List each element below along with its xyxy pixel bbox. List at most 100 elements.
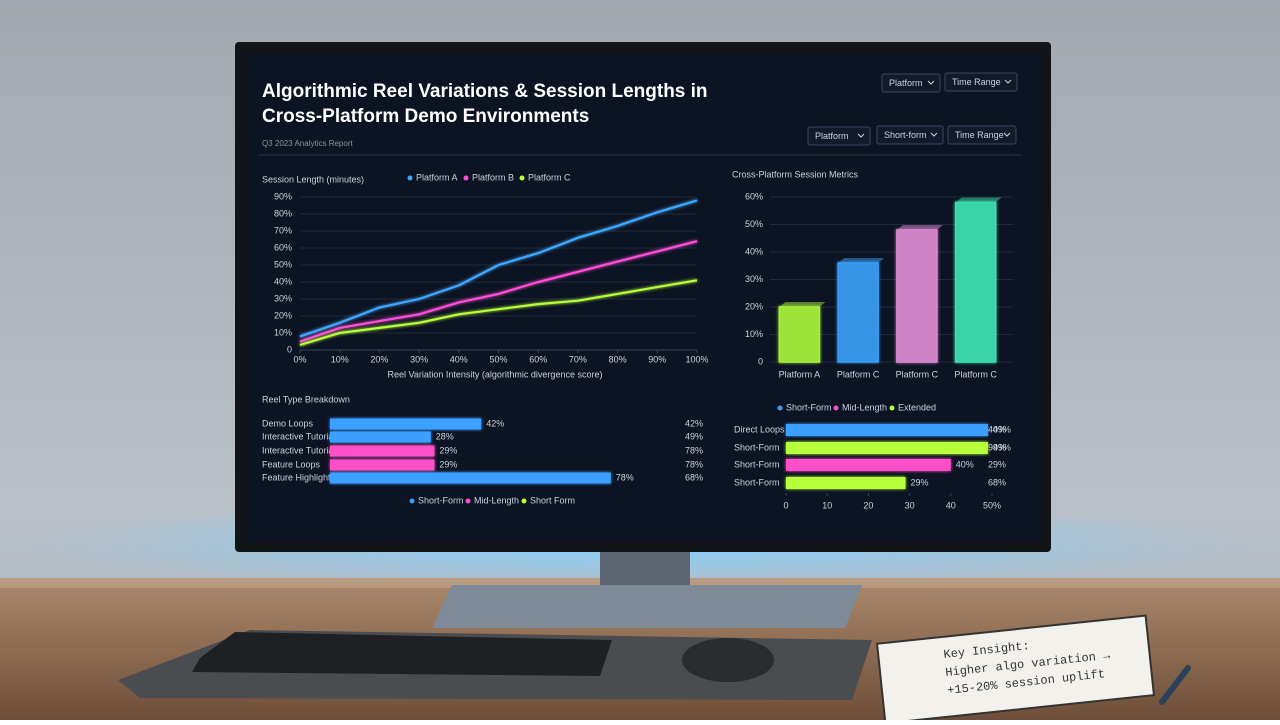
y-tick-label: 0: [758, 356, 763, 366]
value-label: 29%: [439, 445, 457, 455]
y-tick-label: 50%: [274, 259, 292, 269]
value-label: 40%: [956, 459, 974, 469]
monitor-neck: [600, 548, 690, 588]
legend-swatch: [465, 498, 471, 504]
x-tick-label: 20: [863, 500, 873, 510]
legend-swatch: [889, 405, 895, 411]
page-title: Algorithmic Reel Variations & Session Le…: [262, 81, 708, 102]
dropdown[interactable]: Time Range: [944, 72, 1018, 92]
x-axis-label: Reel Variation Intensity (algorithmic di…: [388, 369, 603, 379]
x-tick-label: 40: [946, 500, 956, 510]
legend-swatch: [833, 405, 839, 411]
dropdown[interactable]: Short-form: [876, 125, 944, 145]
x-tick-label: 90%: [648, 354, 666, 364]
value-label: 42%: [486, 418, 504, 428]
bar: [330, 418, 482, 430]
y-tick-label: 40%: [745, 246, 763, 256]
legend-label: Platform C: [528, 172, 571, 182]
dropdown-caret: [1004, 79, 1012, 84]
legend-label: Short-Form: [418, 495, 464, 505]
notebook-page: [875, 614, 1156, 725]
subtitle: Q3 2023 Analytics Report: [262, 139, 353, 148]
bar: [778, 306, 821, 363]
x-tick-label: Platform A: [779, 369, 821, 379]
x-tick-label: 0%: [293, 354, 306, 364]
category-label: Feature Loops: [262, 459, 321, 469]
legend-swatch: [409, 498, 415, 504]
y-tick-label: 60%: [745, 191, 763, 201]
x-tick-label: 0: [783, 500, 788, 510]
x-tick-label: Platform C: [896, 369, 939, 379]
dropdown-box: [944, 72, 1018, 92]
x-tick-label: 10: [822, 500, 832, 510]
dropdown-label: Time Range: [952, 77, 1001, 87]
y-tick-label: 90%: [274, 191, 292, 201]
value-label: 29%: [910, 477, 928, 487]
keyboard: [192, 632, 612, 676]
dropdown[interactable]: Platform: [807, 126, 871, 146]
y-tick-label: 30%: [274, 293, 292, 303]
x-tick-label: 30%: [410, 354, 428, 364]
mouse: [682, 638, 774, 682]
dropdown-label: Time Range: [955, 130, 1004, 140]
dropdown[interactable]: Time Range: [947, 125, 1017, 145]
bar-top: [838, 258, 885, 263]
category-label: Short-Form: [734, 442, 780, 452]
category-label: Feature Highlights: [262, 472, 336, 482]
category-label: Interactive Tutorials: [262, 445, 341, 455]
bar-top: [896, 225, 943, 230]
legend-label: Extended: [898, 402, 936, 412]
legend-swatch: [777, 405, 783, 411]
page-title: Cross-Platform Demo Environments: [262, 106, 589, 127]
dropdown-caret: [1003, 132, 1011, 137]
dropdown-label: Platform: [889, 78, 923, 88]
chart-title: Reel Type Breakdown: [262, 394, 350, 404]
side-label: 68%: [988, 477, 1006, 487]
category-label: Direct Loops: [734, 424, 785, 434]
y-tick-label: 70%: [274, 225, 292, 235]
series-line: [299, 279, 698, 346]
legend-swatch: [463, 175, 469, 181]
side-label: 78%: [685, 445, 703, 455]
legend-swatch: [519, 175, 525, 181]
x-tick-label: 60%: [529, 354, 547, 364]
bar: [330, 472, 611, 484]
y-tick-label: 10%: [745, 329, 763, 339]
legend-label: Short Form: [530, 495, 575, 505]
side-label: 78%: [685, 459, 703, 469]
value-label: 78%: [616, 472, 634, 482]
bar: [896, 229, 938, 363]
y-tick-label: 10%: [274, 327, 292, 337]
bar: [786, 424, 988, 436]
bar: [330, 459, 435, 471]
side-label: 40%: [988, 424, 1006, 434]
side-label: 99%: [988, 442, 1006, 452]
x-tick-label: 10%: [331, 354, 349, 364]
value-label: 28%: [436, 431, 454, 441]
bar: [837, 262, 879, 363]
y-tick-label: 50%: [745, 219, 763, 229]
x-tick-label: 50%: [983, 500, 1001, 510]
bar-top: [779, 302, 826, 307]
side-label: 42%: [685, 418, 703, 428]
dropdown-caret: [930, 132, 938, 137]
bar-top: [955, 197, 1002, 203]
pen: [1159, 665, 1191, 705]
dropdown-box: [807, 126, 871, 146]
bar: [786, 442, 988, 454]
category-label: Demo Loops: [262, 418, 314, 428]
x-tick-label: 80%: [609, 354, 627, 364]
dropdown[interactable]: Platform: [881, 73, 941, 93]
y-tick-label: 40%: [274, 276, 292, 286]
x-tick-label: 100%: [685, 354, 708, 364]
bar: [954, 201, 997, 363]
side-label: 68%: [685, 472, 703, 482]
x-tick-label: Platform C: [837, 369, 880, 379]
legend-label: Mid-Length: [842, 402, 887, 412]
charts: Session Length (minutes) Platform A Platfo…: [262, 169, 1013, 510]
x-tick-label: 70%: [569, 354, 587, 364]
y-tick-label: 0: [287, 344, 292, 354]
dropdown-box: [876, 125, 944, 145]
monitor-stand: [432, 585, 862, 628]
